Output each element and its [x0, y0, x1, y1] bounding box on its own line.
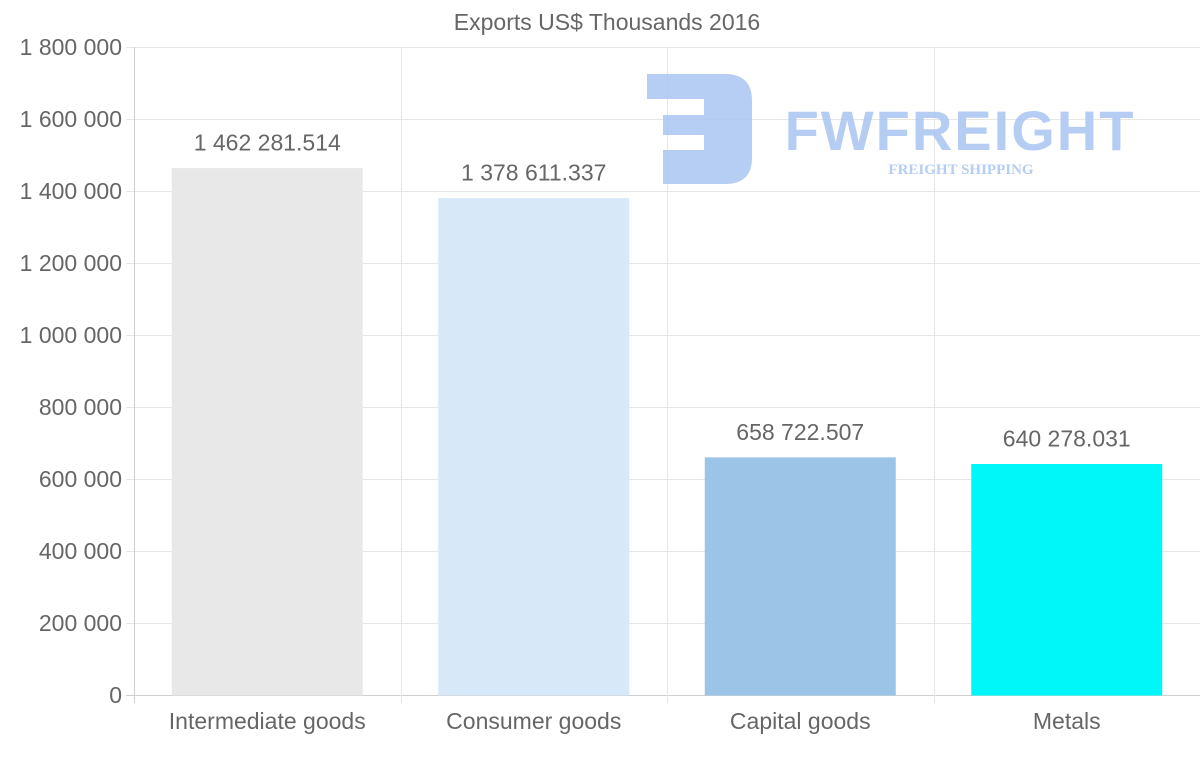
logo-mark-icon	[647, 74, 752, 184]
y-tick-label: 0	[109, 682, 122, 708]
bars	[171, 168, 1163, 696]
y-tick-label: 200 000	[39, 610, 122, 636]
y-tick-label: 1 200 000	[20, 250, 122, 276]
data-label: 1 462 281.514	[194, 130, 341, 156]
data-labels: 1 462 281.514 1 378 611.337 658 722.507 640…	[194, 130, 1131, 452]
y-tick-label: 1 000 000	[20, 322, 122, 348]
y-tick-label: 1 800 000	[20, 34, 122, 60]
x-tick-label: Capital goods	[730, 708, 871, 734]
bar	[438, 198, 630, 696]
x-tick-label: Metals	[1033, 708, 1101, 734]
bar	[704, 457, 896, 696]
watermark-logo: FWFREIGHT FREIGHT SHIPPING	[647, 74, 1136, 184]
y-tick-label: 800 000	[39, 394, 122, 420]
data-label: 640 278.031	[1003, 425, 1131, 451]
bar	[971, 463, 1163, 696]
data-label: 1 378 611.337	[461, 160, 606, 186]
x-tick-label: Intermediate goods	[169, 708, 366, 734]
data-label: 658 722.507	[736, 419, 864, 445]
x-axis: Intermediate goods Consumer goods Capital …	[169, 708, 1101, 734]
y-tick-label: 600 000	[39, 466, 122, 492]
watermark-tagline: FREIGHT SHIPPING	[888, 162, 1033, 178]
y-axis: 0 200 000 400 000 600 000 800 000 1 000 000 1 …	[20, 34, 122, 708]
y-tick-label: 1 400 000	[20, 178, 122, 204]
x-tick-label: Consumer goods	[446, 708, 621, 734]
y-tick-label: 400 000	[39, 538, 122, 564]
bar	[171, 168, 363, 696]
y-tick-label: 1 600 000	[20, 106, 122, 132]
watermark-brand: FWFREIGHT	[785, 99, 1136, 162]
chart-title: Exports US$ Thousands 2016	[454, 9, 760, 35]
